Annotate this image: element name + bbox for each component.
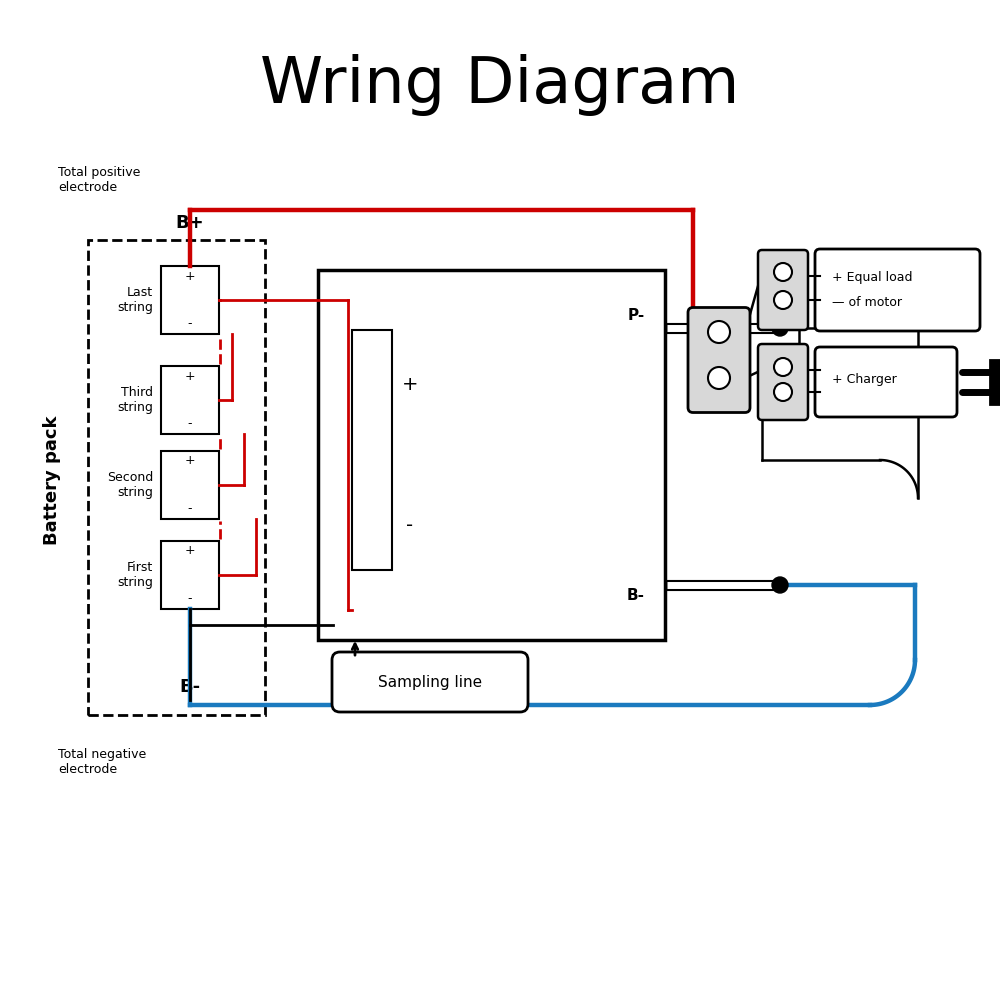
Text: +: + [185, 369, 195, 382]
FancyBboxPatch shape [318, 270, 665, 640]
FancyBboxPatch shape [161, 266, 219, 334]
Text: Last
string: Last string [117, 286, 153, 314]
FancyBboxPatch shape [815, 347, 957, 417]
Text: +: + [778, 270, 788, 280]
Text: -: - [188, 592, 192, 605]
Circle shape [772, 577, 788, 593]
Text: Second
string: Second string [107, 471, 153, 499]
Circle shape [774, 383, 792, 401]
Text: +: + [185, 544, 195, 558]
Text: P-: P- [628, 308, 645, 322]
Text: B-: B- [179, 678, 201, 696]
FancyBboxPatch shape [758, 344, 808, 420]
Circle shape [774, 358, 792, 376]
Text: P+: P+ [710, 330, 728, 340]
Text: P-: P- [713, 375, 725, 385]
Text: — of motor: — of motor [832, 296, 902, 308]
Circle shape [708, 321, 730, 343]
FancyBboxPatch shape [161, 366, 219, 434]
FancyBboxPatch shape [815, 249, 980, 331]
FancyBboxPatch shape [758, 250, 808, 330]
Circle shape [774, 291, 792, 309]
Text: B-: B- [627, 587, 645, 602]
Text: -: - [188, 318, 192, 330]
Text: Battery pack: Battery pack [43, 415, 61, 545]
Text: + Charger: + Charger [832, 372, 897, 385]
Text: +: + [778, 365, 788, 375]
Text: Wring Diagram: Wring Diagram [260, 54, 740, 116]
FancyBboxPatch shape [161, 451, 219, 519]
Text: + Equal load: + Equal load [832, 271, 912, 284]
FancyBboxPatch shape [352, 330, 392, 570]
FancyBboxPatch shape [688, 308, 750, 412]
FancyBboxPatch shape [332, 652, 528, 712]
Text: First
string: First string [117, 561, 153, 589]
Text: +: + [402, 375, 418, 394]
Text: B+: B+ [176, 214, 204, 232]
Circle shape [772, 320, 788, 336]
FancyBboxPatch shape [161, 541, 219, 609]
Text: Sampling line: Sampling line [378, 674, 482, 690]
Text: -: - [188, 502, 192, 516]
Text: Total positive
electrode: Total positive electrode [58, 166, 140, 194]
Text: Third
string: Third string [117, 386, 153, 414]
Circle shape [774, 263, 792, 281]
Text: -: - [406, 516, 414, 534]
Text: +: + [185, 269, 195, 282]
Text: Total negative
electrode: Total negative electrode [58, 748, 146, 776]
Text: -: - [188, 418, 192, 430]
Circle shape [708, 367, 730, 389]
FancyBboxPatch shape [990, 360, 1000, 404]
Text: +: + [185, 454, 195, 468]
